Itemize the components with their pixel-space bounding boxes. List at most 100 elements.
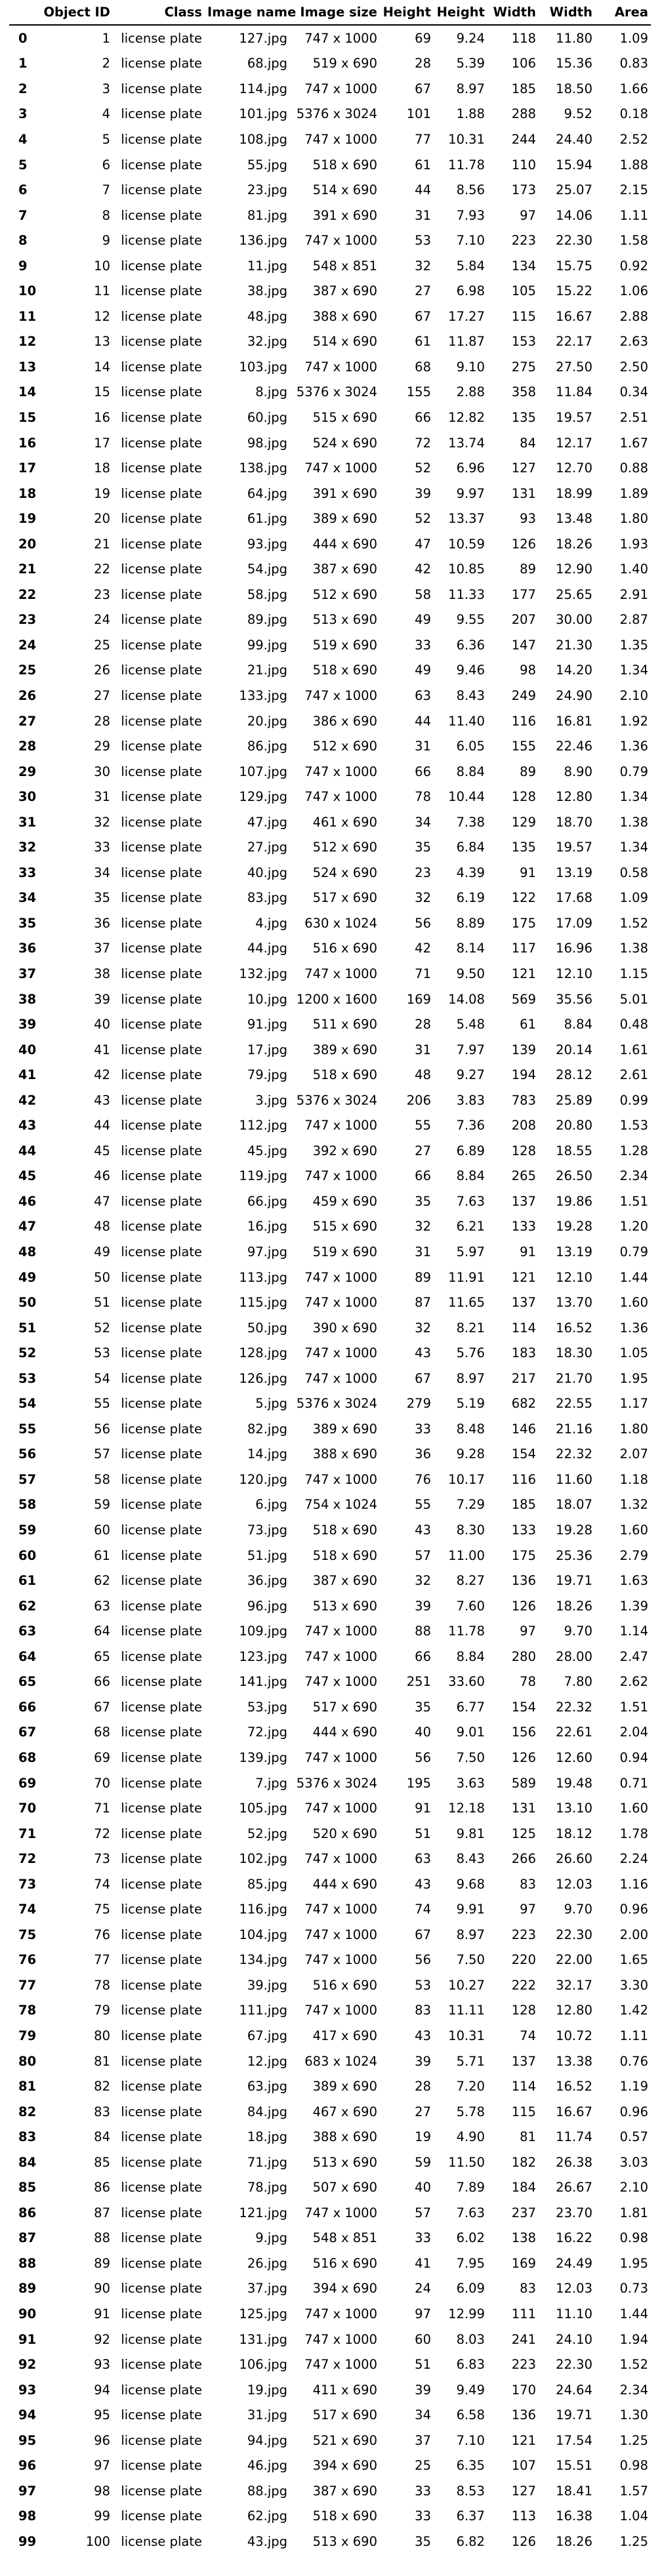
row-index: 27	[18, 713, 37, 729]
row-index: 30	[18, 789, 37, 805]
area-cell: 2.07	[619, 1446, 648, 1462]
table-row: 20 21 license plate 93.jpg 444 x 690 47 10.59 1…	[9, 531, 651, 557]
row-index: 14	[18, 384, 37, 400]
table-row: 49 50 license plate 113.jpg 747 x 1000 89 11.9…	[9, 1265, 651, 1290]
height-px-cell: 42	[415, 562, 431, 577]
image-name-cell: 5.jpg	[255, 1396, 287, 1412]
class-cell: license plate	[121, 2079, 202, 2095]
class-cell: license plate	[121, 1421, 202, 1437]
height-pct-cell: 7.50	[456, 1749, 485, 1765]
object-id-cell: 92	[94, 2331, 110, 2347]
width-px-cell: 137	[511, 2053, 536, 2069]
table-row: 2 3 license plate 114.jpg 747 x 1000 67 8.97 18…	[9, 76, 651, 102]
object-id-cell: 8	[102, 207, 110, 223]
height-pct-cell: 9.10	[456, 359, 485, 375]
row-index: 75	[18, 1927, 37, 1942]
height-pct-cell: 8.84	[456, 1168, 485, 1184]
object-id-cell: 5	[102, 131, 110, 147]
class-cell: license plate	[121, 1699, 202, 1715]
width-pct-cell: 27.50	[556, 359, 592, 375]
object-id-cell: 94	[94, 2382, 110, 2398]
height-px-cell: 52	[415, 460, 431, 476]
object-id-cell: 24	[94, 612, 110, 628]
row-index: 39	[18, 1017, 37, 1032]
width-pct-cell: 16.52	[556, 2079, 592, 2095]
class-cell: license plate	[121, 1370, 202, 1386]
width-pct-cell: 14.06	[556, 207, 592, 223]
object-id-cell: 61	[94, 1547, 110, 1563]
image-size-cell: 394 x 690	[312, 2281, 377, 2297]
area-cell: 0.92	[619, 258, 648, 274]
image-name-cell: 44.jpg	[247, 941, 287, 956]
image-size-cell: 417 x 690	[312, 2028, 377, 2043]
object-id-cell: 25	[94, 637, 110, 653]
height-pct-cell: 6.19	[456, 890, 485, 906]
height-px-cell: 39	[415, 2053, 431, 2069]
width-px-cell: 91	[520, 865, 536, 880]
table-row: 12 13 license plate 32.jpg 514 x 690 61 11.87 1…	[9, 329, 651, 355]
area-cell: 1.38	[619, 814, 648, 830]
object-id-cell: 59	[94, 1497, 110, 1513]
row-index: 79	[18, 2028, 37, 2043]
height-px-cell: 101	[406, 106, 431, 122]
object-id-cell: 40	[94, 1017, 110, 1032]
height-pct-cell: 13.74	[448, 435, 485, 451]
height-px-cell: 66	[415, 409, 431, 425]
object-id-cell: 51	[94, 1295, 110, 1311]
width-pct-cell: 35.56	[556, 991, 592, 1007]
width-pct-cell: 11.80	[556, 30, 592, 46]
image-name-cell: 7.jpg	[255, 1775, 287, 1791]
area-cell: 2.91	[619, 586, 648, 602]
height-px-cell: 77	[415, 131, 431, 147]
height-px-cell: 206	[406, 1092, 431, 1108]
height-pct-cell: 6.82	[456, 2533, 485, 2549]
class-cell: license plate	[121, 1749, 202, 1765]
width-px-cell: 154	[511, 1699, 536, 1715]
object-id-cell: 26	[94, 663, 110, 678]
object-id-cell: 63	[94, 1598, 110, 1614]
area-cell: 1.09	[619, 30, 648, 46]
area-cell: 2.52	[619, 131, 648, 147]
image-name-cell: 54.jpg	[247, 562, 287, 577]
image-size-cell: 513 x 690	[312, 2154, 377, 2170]
height-px-cell: 35	[415, 1699, 431, 1715]
width-pct-cell: 20.14	[556, 1042, 592, 1057]
height-pct-cell: 6.89	[456, 1143, 485, 1158]
width-px-cell: 177	[511, 586, 536, 602]
row-index: 0	[18, 30, 28, 46]
table-row: 24 25 license plate 99.jpg 519 x 690 33 6.36 14…	[9, 632, 651, 658]
area-cell: 0.88	[619, 460, 648, 476]
width-pct-cell: 18.99	[556, 485, 592, 501]
area-cell: 1.36	[619, 739, 648, 754]
image-size-cell: 518 x 690	[312, 157, 377, 173]
area-cell: 1.40	[619, 562, 648, 577]
row-index: 47	[18, 1219, 37, 1235]
image-name-cell: 119.jpg	[239, 1168, 287, 1184]
width-px-cell: 288	[511, 106, 536, 122]
width-px-cell: 121	[511, 1269, 536, 1285]
image-name-cell: 113.jpg	[239, 1269, 287, 1285]
width-px-cell: 106	[511, 56, 536, 72]
width-pct-cell: 18.50	[556, 81, 592, 96]
height-px-cell: 39	[415, 485, 431, 501]
image-name-cell: 68.jpg	[247, 56, 287, 72]
class-cell: license plate	[121, 2205, 202, 2220]
image-name-cell: 101.jpg	[239, 106, 287, 122]
width-px-cell: 116	[511, 713, 536, 729]
class-cell: license plate	[121, 308, 202, 324]
height-pct-cell: 6.09	[456, 2281, 485, 2297]
class-cell: license plate	[121, 1573, 202, 1589]
width-pct-cell: 19.48	[556, 1775, 592, 1791]
class-cell: license plate	[121, 1269, 202, 1285]
width-pct-cell: 13.19	[556, 865, 592, 880]
width-px-cell: 207	[511, 612, 536, 628]
class-cell: license plate	[121, 258, 202, 274]
table-row: 48 49 license plate 97.jpg 519 x 690 31 5.97 91…	[9, 1239, 651, 1265]
image-size-cell: 444 x 690	[312, 1725, 377, 1740]
table-row: 38 39 license plate 10.jpg 1200 x 1600 169 14.…	[9, 987, 651, 1012]
height-pct-cell: 7.63	[456, 2205, 485, 2220]
class-cell: license plate	[121, 687, 202, 703]
width-pct-cell: 12.03	[556, 2281, 592, 2297]
table-row: 61 62 license plate 36.jpg 387 x 690 32 8.27 13…	[9, 1568, 651, 1593]
image-name-cell: 46.jpg	[247, 2458, 287, 2474]
